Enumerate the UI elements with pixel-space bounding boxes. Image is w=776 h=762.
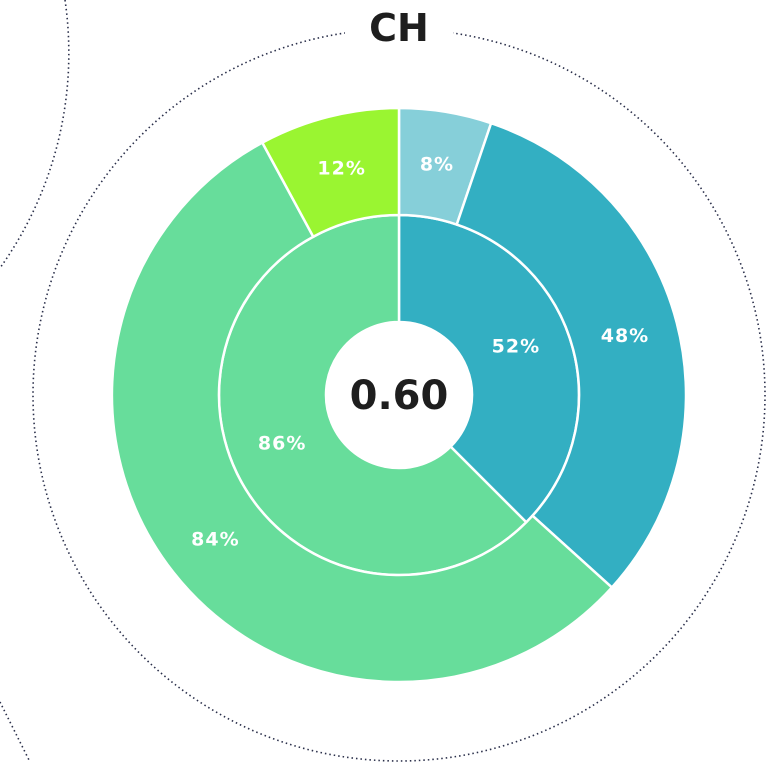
- segment-label: 86%: [258, 432, 306, 454]
- neighbor-ring: [0, 0, 70, 269]
- segment-label: 52%: [492, 336, 540, 358]
- ring-segment: [260, 106, 401, 239]
- chart-title: CH: [369, 6, 429, 50]
- neighbor-ring: [0, 701, 31, 762]
- segment-label: 12%: [317, 158, 365, 180]
- center-label: 0.60: [350, 373, 449, 419]
- segment-label: 48%: [601, 325, 649, 347]
- title-backdrop: [345, 4, 453, 52]
- segment-label: 8%: [420, 154, 454, 176]
- rings: 52% 86% 8% 48% 84% 12%: [110, 106, 688, 684]
- ring-segment: [455, 121, 688, 590]
- ring-segment: [110, 140, 614, 684]
- segment-label: 84%: [191, 528, 239, 550]
- center-hole: [326, 322, 472, 468]
